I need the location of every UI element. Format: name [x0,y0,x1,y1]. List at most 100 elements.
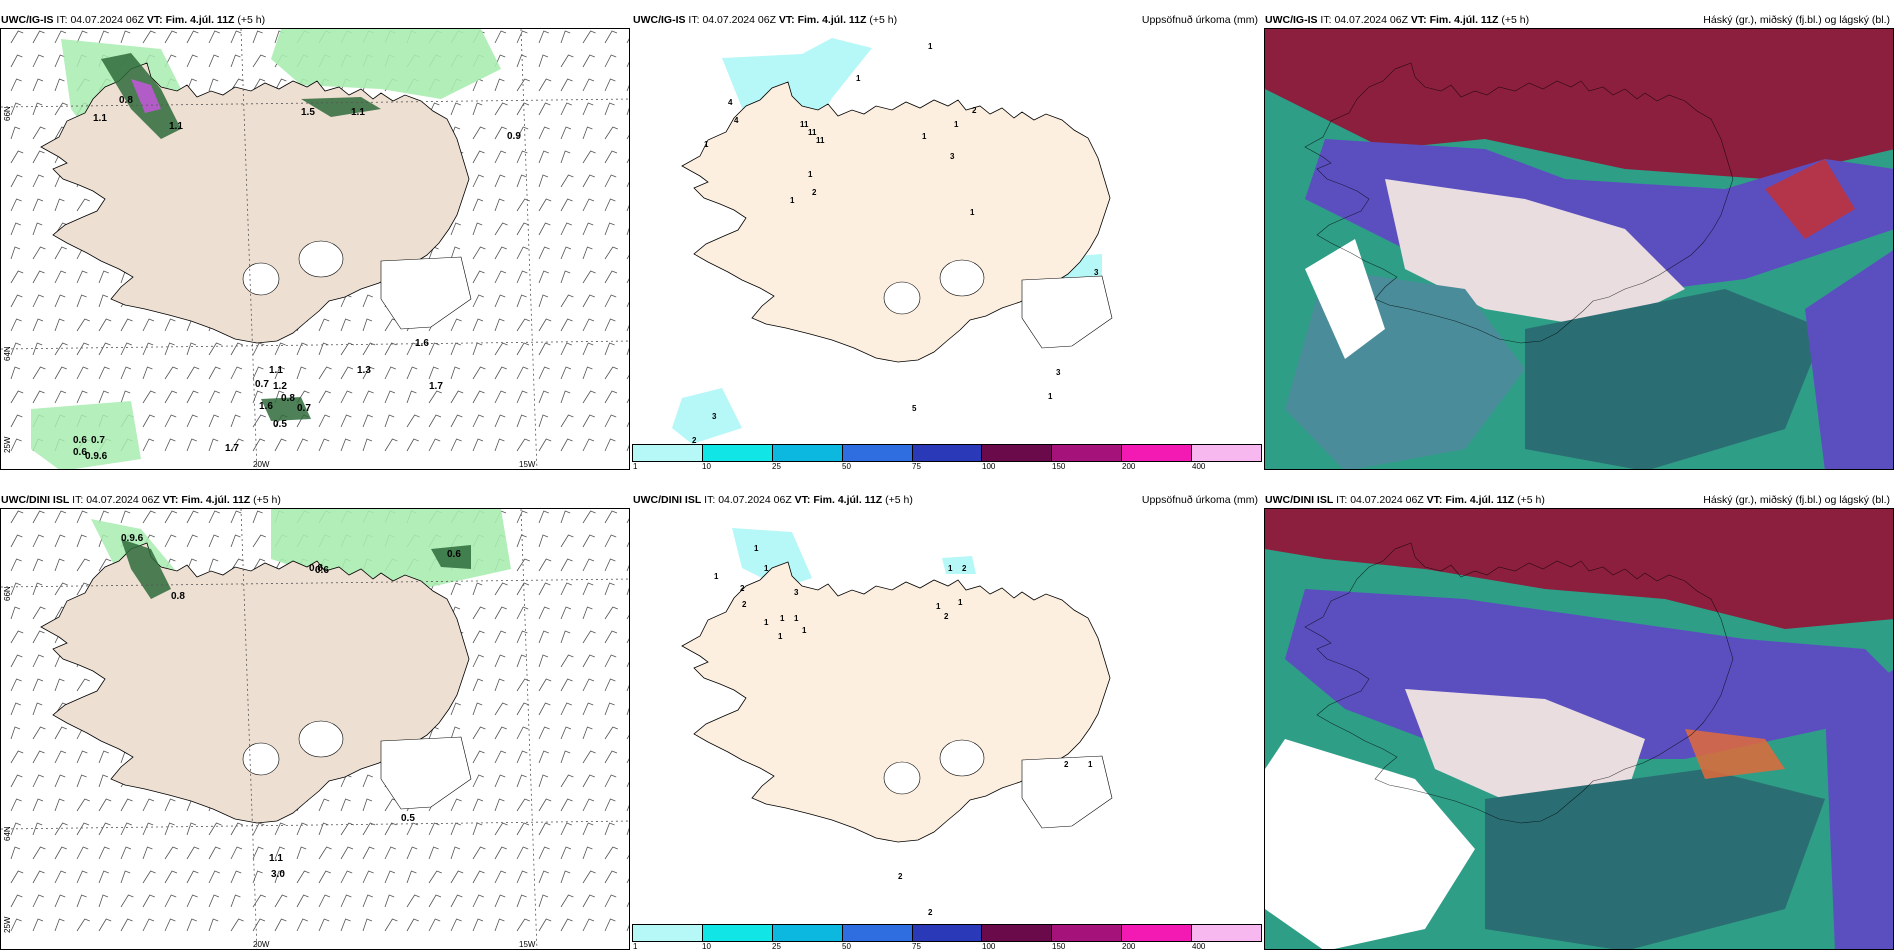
wind-barb [318,918,330,932]
wind-barb [32,54,44,68]
wind-barb [604,702,615,716]
wind-barb [54,294,66,308]
wind-barb [362,342,376,356]
precip-value: 2 [944,612,949,621]
wind-barb [538,558,552,572]
wind-barb [230,918,244,932]
wind-barb [296,918,308,932]
wind-barb [516,774,527,788]
precip-value: 0.6 [73,435,87,446]
wind-barb [538,198,552,212]
wind-barb [98,366,110,380]
wind-barb [252,534,266,548]
wind-barb [604,510,618,524]
wind-barb [626,324,629,332]
precip-value: 1.7 [429,381,443,392]
wind-barb [318,798,330,812]
wind-barb [384,366,396,380]
wind-barb [32,390,45,404]
precip-value: 1.1 [269,853,283,864]
wind-barb [98,318,112,332]
wind-barb [10,630,24,644]
wind-barb [142,366,153,380]
wind-barb [318,846,332,860]
wind-barb [582,294,595,308]
wind-barb [604,726,618,740]
wind-barb [32,102,43,116]
wind-barb [516,798,530,812]
wind-barb [582,894,595,908]
wind-barb [582,318,595,332]
wind-barb [164,318,176,332]
precip-value: 0.6 [315,565,329,576]
wind-barb [54,366,67,380]
wind-barb [32,30,45,44]
wind-barb [362,846,375,860]
wind-barb [516,222,530,236]
wind-barb [604,294,617,308]
precip-value: 1 [714,572,719,581]
wind-barb [582,726,593,740]
wind-barb [604,654,617,668]
wind-barb [516,246,529,260]
wind-barb [32,222,43,236]
wind-barb [538,750,549,764]
wind-barb [516,870,528,884]
wind-barb [604,870,618,884]
valid-time: Fim. 4.júl. 11Z [1445,494,1515,506]
wind-barb [76,510,88,524]
wind-barb [582,54,595,68]
wind-barb [494,342,508,356]
wind-barb [626,587,629,596]
precip-value: 3 [794,588,799,597]
map-canvas [1265,29,1893,469]
wind-barb [472,150,485,164]
wind-barb [76,918,90,932]
wind-barb [626,638,629,644]
wind-barb [252,414,266,428]
wind-barb [186,510,199,524]
wind-barb [516,822,530,836]
wind-barb [274,366,285,380]
wind-barb [472,174,484,188]
wind-barb [10,30,24,44]
map-canvas [1,29,629,469]
wind-barb [208,894,220,908]
wind-barb [32,774,44,788]
wind-barb [10,174,23,188]
panel-header: UWC/DINI ISL IT: 04.07.2024 06Z VT: Fim.… [1264,492,1894,508]
wind-barb [428,870,442,884]
wind-barb [626,227,629,236]
wind-barb [538,534,549,548]
wind-barb [494,294,506,308]
wind-barb [626,707,629,716]
wind-barb [10,438,22,452]
wind-barb [582,774,595,788]
wind-barb [32,126,46,140]
legend-swatch [633,925,703,941]
map-canvas [1,509,629,949]
wind-barb [472,726,486,740]
wind-barb [582,414,595,428]
wind-barb [604,150,618,164]
wind-barb [164,822,175,836]
wind-barb [362,438,373,452]
wind-barb [274,894,288,908]
legend-tick: 75 [912,462,921,471]
lon-label: 20W [253,940,270,949]
wind-barb [230,78,244,92]
legend-swatch [842,445,913,461]
panel-header: UWC/IG-IS IT: 04.07.2024 06Z VT: Fim. 4.… [632,12,1262,28]
wind-barb [318,318,330,332]
wind-barb [186,894,198,908]
wind-barb [450,846,461,860]
wind-barb [582,510,596,524]
valid-time: Fim. 4.júl. 11Z [165,14,235,26]
wind-barb [340,870,353,884]
wind-barb [384,918,398,932]
wind-barb [604,318,616,332]
wind-barb [494,798,505,812]
wind-barb [54,846,67,860]
precip-value: 1.5 [301,107,315,118]
wind-barb [538,126,550,140]
